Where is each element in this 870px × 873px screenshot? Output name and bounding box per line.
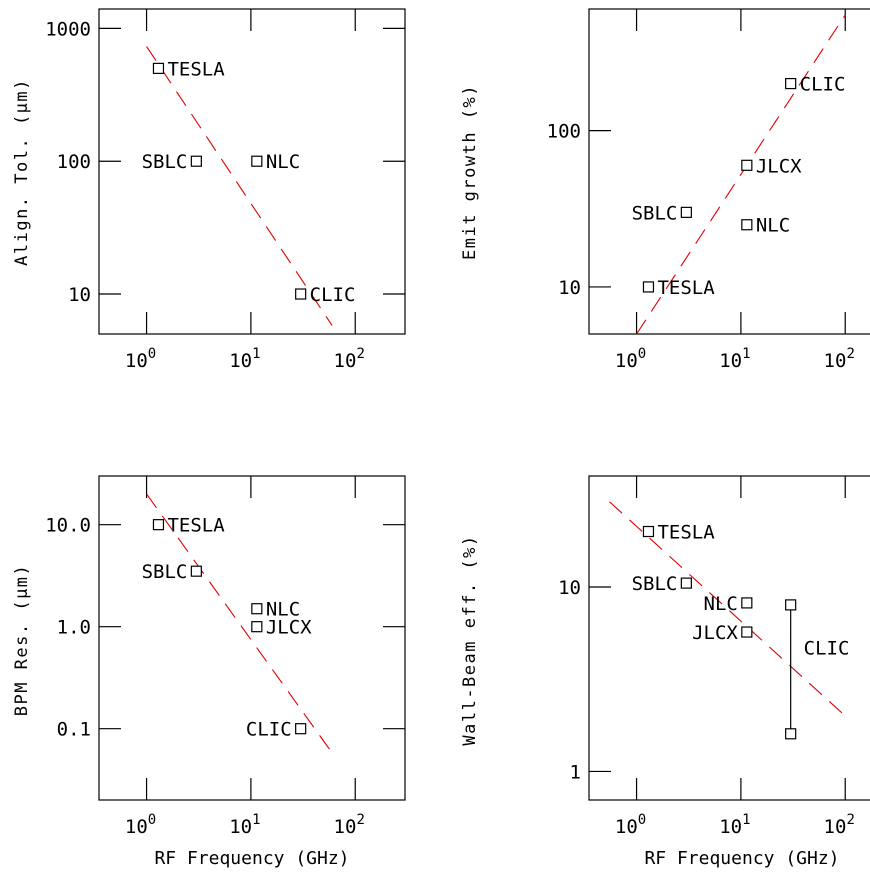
x-tick-label: 102 [334,812,365,838]
x-tick-label: 100 [615,346,646,372]
data-point-jlcx [251,621,263,633]
point-label-sblc: SBLC [632,202,678,224]
data-point-nlc [741,597,753,609]
x-tick-label: 102 [824,812,855,838]
x-tick-label: 102 [334,346,365,372]
data-point-clic [785,77,797,90]
y-axis-label: Align. Tol. (μm) [12,78,32,266]
data-point-sblc [680,577,692,589]
x-tick-label: 101 [229,812,260,838]
y-tick-label: 100 [547,121,581,143]
panel-2: 100 101 102 10 100 Emit growth (%) CLIC JLCX SBL… [460,8,870,372]
plot-frame [98,8,406,335]
point-label-sblc: SBLC [142,151,188,173]
point-label-clic: CLIC [246,719,292,741]
data-point-clic [295,288,307,300]
x-tick-label: 101 [229,346,260,372]
plot-frame [588,8,870,335]
x-tick-label: 100 [125,812,156,838]
plot-frame [98,475,406,801]
point-label-sblc: SBLC [142,561,188,583]
data-point-tesla [152,62,165,74]
fit-line [636,14,846,335]
x-tick-label: 100 [615,812,646,838]
point-label-jlcx: JLCX [266,617,312,639]
point-label-tesla: TESLA [167,58,225,80]
point-label-nlc: NLC [266,599,300,621]
x-tick-label: 101 [719,812,750,838]
y-tick-label: 1.0 [57,617,91,639]
y-tick-label: 0.1 [57,719,91,741]
data-point-tesla [152,519,165,531]
data-point-nlc [251,603,263,615]
data-point-jlcx [741,159,753,171]
point-label-sblc: SBLC [632,573,678,595]
data-point-jlcx [741,626,753,638]
point-label-nlc: NLC [756,215,790,237]
point-label-tesla: TESLA [657,522,715,544]
panel-3: 100 101 102 0.1 1.0 10.0 BPM Res. (μm) RF Frequ… [12,475,406,869]
y-tick-label: 1 [570,761,581,783]
data-point-sblc [190,565,202,577]
data-point-nlc [741,219,753,231]
data-point-sblc [680,206,692,218]
y-tick-label: 10 [558,577,581,599]
data-point-tesla [642,281,655,293]
plot-frame [588,475,870,801]
point-label-tesla: TESLA [657,277,715,299]
y-tick-label: 10 [68,284,91,306]
point-label-clic: CLIC [804,637,850,659]
x-tick-label: 101 [719,346,750,372]
point-label-nlc: NLC [704,593,738,615]
data-point-clic-high [785,599,797,611]
data-point-nlc [251,155,263,167]
panel-1: 100 101 102 10 100 1000 Align. Tol. (μm) TESLA S… [12,8,406,372]
point-label-clic: CLIC [800,74,846,96]
y-tick-label: 1000 [45,18,91,40]
data-point-tesla [642,525,655,538]
point-label-nlc: NLC [266,151,300,173]
y-axis-label: Wall-Beam eff. (%) [460,534,480,745]
point-label-jlcx: JLCX [692,622,738,644]
data-point-sblc [190,155,202,167]
data-point-clic-low [785,728,797,740]
y-axis-label: BPM Res. (μm) [12,564,32,717]
x-tick-label: 102 [824,346,855,372]
y-tick-label: 100 [57,151,91,173]
x-tick-label: 100 [125,346,156,372]
data-point-clic [295,723,307,735]
y-axis-label: Emit growth (%) [460,84,480,260]
y-tick-label: 10 [558,277,581,299]
point-label-tesla: TESLA [167,515,225,537]
point-label-clic: CLIC [310,284,356,306]
x-axis-label: RF Frequency (GHz) [644,848,839,869]
x-axis-label: RF Frequency (GHz) [154,848,349,869]
fit-line [146,46,333,326]
point-label-jlcx: JLCX [756,155,802,177]
panel-4: 100 101 102 1 10 Wall-Beam eff. (%) RF Frequen… [460,475,870,869]
y-tick-label: 10.0 [45,515,91,537]
